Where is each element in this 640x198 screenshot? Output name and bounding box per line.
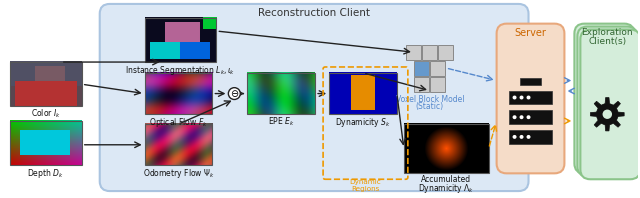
Text: Depth $D_k$: Depth $D_k$ xyxy=(28,167,64,180)
Bar xyxy=(509,91,552,104)
Text: EPE $E_k$: EPE $E_k$ xyxy=(268,116,294,128)
Text: Server: Server xyxy=(515,28,547,38)
Text: Dynamic
Regions: Dynamic Regions xyxy=(349,179,381,192)
Bar xyxy=(247,73,315,114)
FancyBboxPatch shape xyxy=(100,4,529,191)
Text: Instance Segmentation $L_k, \iota_k$: Instance Segmentation $L_k, \iota_k$ xyxy=(125,64,236,76)
Text: Reconstruction Client: Reconstruction Client xyxy=(258,8,370,18)
FancyBboxPatch shape xyxy=(580,30,640,179)
Circle shape xyxy=(527,115,531,119)
FancyBboxPatch shape xyxy=(574,24,634,173)
Bar xyxy=(509,110,552,124)
FancyBboxPatch shape xyxy=(497,24,564,173)
Bar xyxy=(329,73,397,114)
Bar xyxy=(414,77,429,92)
Text: Color $I_k$: Color $I_k$ xyxy=(31,108,61,120)
Bar xyxy=(145,124,212,166)
Bar xyxy=(520,78,541,85)
Polygon shape xyxy=(591,98,624,131)
Text: Dynamicity $S_k$: Dynamicity $S_k$ xyxy=(335,116,391,129)
Text: $\ominus$: $\ominus$ xyxy=(230,88,239,99)
Bar xyxy=(509,130,552,144)
Text: (Static): (Static) xyxy=(416,102,444,111)
Text: Odometry Flow $\Psi_k$: Odometry Flow $\Psi_k$ xyxy=(143,167,214,180)
Text: Dynamicity $\Lambda_k$: Dynamicity $\Lambda_k$ xyxy=(418,182,474,195)
Bar xyxy=(414,61,429,76)
Circle shape xyxy=(520,115,524,119)
Text: Optical Flow $F_k$: Optical Flow $F_k$ xyxy=(149,116,208,129)
Bar xyxy=(406,45,421,60)
Circle shape xyxy=(602,109,612,119)
FancyBboxPatch shape xyxy=(577,27,637,176)
Circle shape xyxy=(527,135,531,139)
Circle shape xyxy=(520,96,524,99)
Text: Exploration: Exploration xyxy=(582,28,633,37)
Text: Accumulated: Accumulated xyxy=(421,175,471,184)
Bar xyxy=(430,61,445,76)
Circle shape xyxy=(597,104,618,125)
Bar xyxy=(422,45,436,60)
Bar xyxy=(10,62,82,106)
Circle shape xyxy=(513,115,516,119)
Circle shape xyxy=(520,135,524,139)
Circle shape xyxy=(513,96,516,99)
Bar xyxy=(145,73,212,114)
Bar xyxy=(145,18,216,62)
Circle shape xyxy=(513,135,516,139)
Text: Voxel Block Model: Voxel Block Model xyxy=(396,95,464,104)
Circle shape xyxy=(527,96,531,99)
Circle shape xyxy=(228,88,241,99)
Bar xyxy=(430,77,445,92)
Text: Client(s): Client(s) xyxy=(588,37,627,46)
Bar xyxy=(10,121,82,166)
Bar xyxy=(404,124,488,173)
Bar xyxy=(438,45,452,60)
